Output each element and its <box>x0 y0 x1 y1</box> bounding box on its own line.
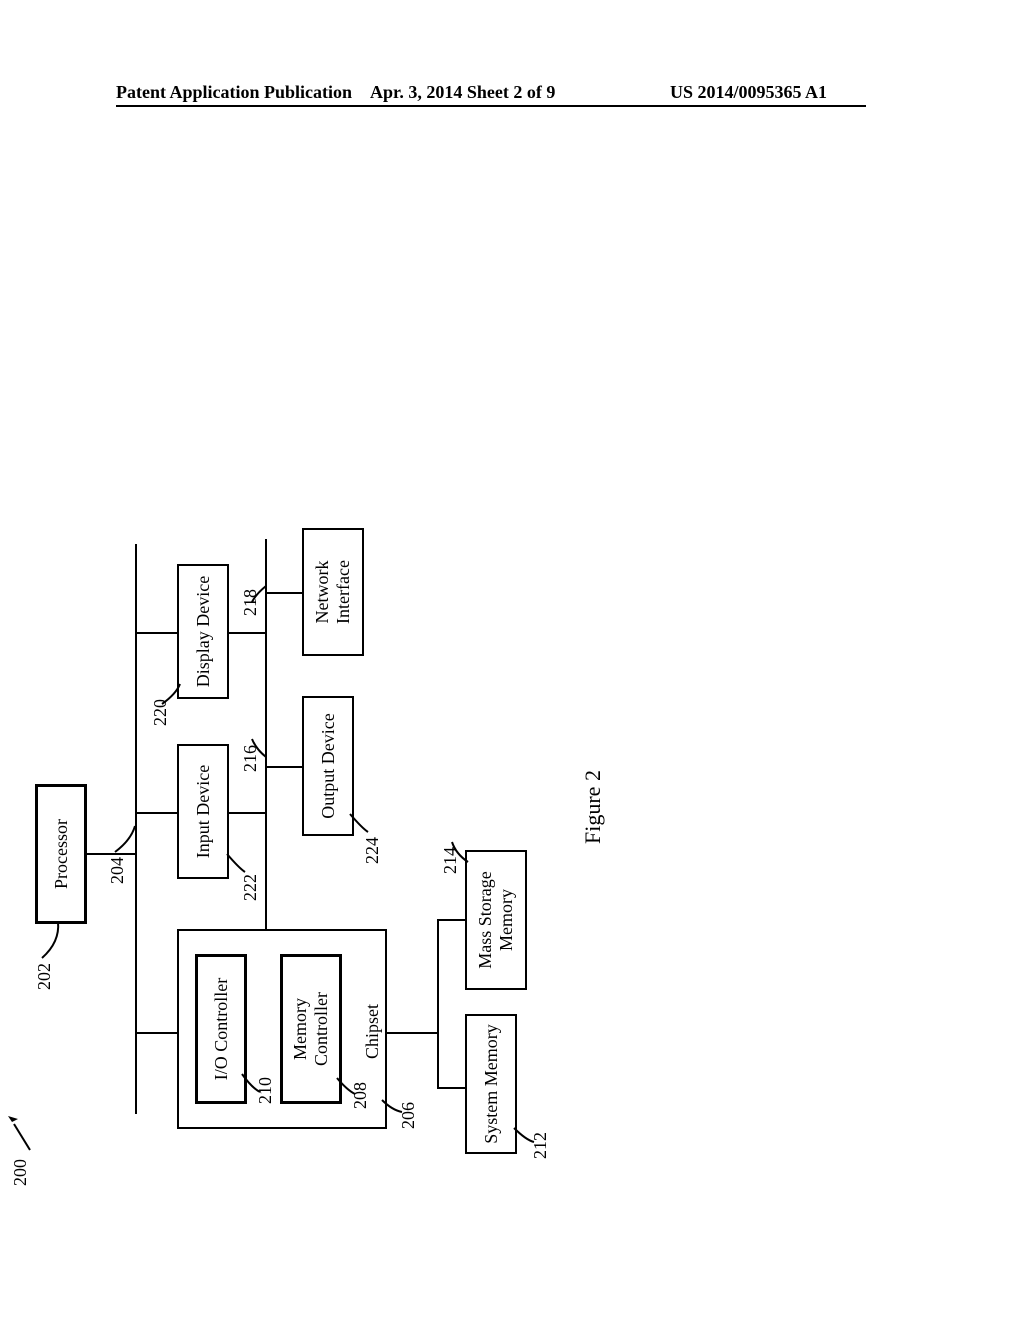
figure-caption: Figure 2 <box>580 770 606 844</box>
mass-storage-label: Mass Storage Memory <box>475 871 516 969</box>
system-memory-label: System Memory <box>481 1024 502 1144</box>
lead-212 <box>512 1118 536 1144</box>
lead-216 <box>250 737 268 759</box>
arrow-icon <box>8 1114 34 1152</box>
io-controller-label: I/O Controller <box>211 978 232 1080</box>
output-device-box: Output Device <box>302 696 354 836</box>
ref-222: 222 <box>240 874 261 901</box>
lead-206 <box>380 1088 404 1114</box>
conn-bus2-output <box>265 766 302 768</box>
memory-controller-label: Memory Controller <box>290 992 331 1066</box>
lead-220 <box>160 682 182 706</box>
ref-204: 204 <box>107 857 128 884</box>
lead-222 <box>225 846 247 874</box>
display-device-label: Display Device <box>193 576 214 687</box>
lead-214 <box>450 840 470 864</box>
output-device-label: Output Device <box>318 713 339 818</box>
header-right: US 2014/0095365 A1 <box>670 82 827 103</box>
conn-display-bus2 <box>229 632 265 634</box>
network-interface-box: Network Interface <box>302 528 364 656</box>
memory-controller-box: Memory Controller <box>280 954 342 1104</box>
conn-rail-sysmem <box>437 1087 465 1089</box>
processor-label: Processor <box>51 819 72 889</box>
system-memory-box: System Memory <box>465 1014 517 1154</box>
header-rule <box>116 105 866 107</box>
network-interface-label: Network Interface <box>312 560 353 624</box>
lead-210 <box>240 1064 262 1094</box>
lead-202 <box>40 920 66 960</box>
conn-rail-mass <box>437 919 465 921</box>
chipset-label: Chipset <box>362 1004 383 1059</box>
lead-208 <box>335 1068 357 1096</box>
lead-224 <box>348 806 370 834</box>
lead-204 <box>113 824 137 854</box>
input-device-box: Input Device <box>177 744 229 879</box>
conn-bus2-network <box>265 592 302 594</box>
conn-bus-input <box>135 812 177 814</box>
conn-bus-display <box>135 632 177 634</box>
conn-chipset-memrail <box>387 1032 437 1034</box>
processor-box: Processor <box>35 784 87 924</box>
conn-bus-chipset <box>135 1032 177 1034</box>
figure-2-diagram: 200 Processor 202 204 Chipset I/O Contro… <box>0 464 930 1204</box>
ref-202: 202 <box>34 963 55 990</box>
lead-218 <box>250 582 268 604</box>
conn-input-bus2 <box>229 812 265 814</box>
input-device-label: Input Device <box>193 765 214 858</box>
ref-224: 224 <box>362 837 383 864</box>
header-center: Apr. 3, 2014 Sheet 2 of 9 <box>370 82 555 103</box>
display-device-box: Display Device <box>177 564 229 699</box>
header-left: Patent Application Publication <box>116 82 352 103</box>
mass-storage-box: Mass Storage Memory <box>465 850 527 990</box>
ref-200: 200 <box>10 1159 31 1186</box>
mem-rail <box>437 919 439 1089</box>
